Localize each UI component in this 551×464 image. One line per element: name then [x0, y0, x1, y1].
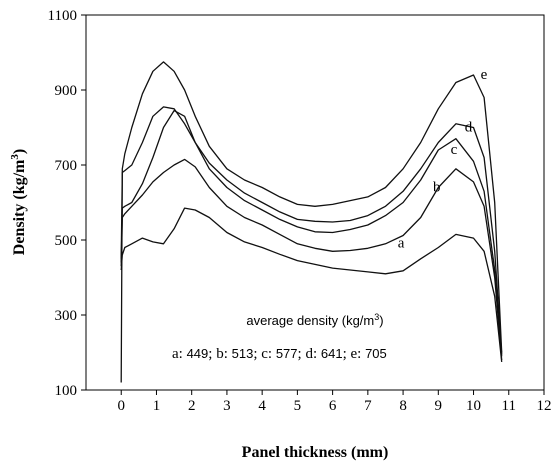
- annotation-separator: ;: [298, 346, 302, 362]
- x-axis-label: Panel thickness (mm): [242, 444, 389, 461]
- annotation-key: e:: [347, 346, 365, 362]
- annotation-value: 513: [232, 346, 254, 361]
- annotation-value: 449: [187, 346, 209, 361]
- y-tick-label: 300: [55, 308, 78, 324]
- y-axis-label-main: Density (kg/m: [11, 159, 28, 255]
- series-line-b: [120, 158, 503, 361]
- series-label-b: b: [433, 179, 441, 195]
- series-label-e: e: [481, 67, 488, 83]
- series-labels: a b cd e: [398, 67, 488, 252]
- x-tick-label: 9: [435, 398, 443, 414]
- annotation-values: a: 449; b: 513; c: 577; d: 641; e: 705: [172, 346, 387, 362]
- x-tick-label: 1: [153, 398, 161, 414]
- x-tick-label: 5: [294, 398, 302, 414]
- annotation-key: a:: [172, 346, 187, 362]
- series-line-e: [120, 61, 503, 383]
- x-tick-label: 10: [466, 398, 481, 414]
- x-tick-label: 4: [258, 398, 266, 414]
- series-label-c: c: [451, 142, 458, 158]
- annotation-separator: ;: [253, 346, 257, 362]
- x-tick-label: 0: [117, 398, 125, 414]
- y-axis-label: Density (kg/m3): [9, 149, 28, 255]
- y-axis-ticks: 100 300 500 700 900 1100: [48, 8, 86, 399]
- y-tick-label: 1100: [48, 8, 77, 24]
- series-line-d: [120, 106, 503, 355]
- annotation-title: average density (kg/m3): [246, 312, 383, 328]
- x-tick-label: 6: [329, 398, 337, 414]
- x-tick-label: 2: [188, 398, 196, 414]
- y-axis-label-end: ): [11, 149, 28, 154]
- y-tick-label: 900: [55, 83, 78, 99]
- annotation-key: b:: [212, 346, 231, 362]
- x-tick-label: 8: [399, 398, 407, 414]
- annotation-separator: ;: [343, 346, 347, 362]
- y-tick-label: 500: [55, 233, 78, 249]
- annotation-separator: ;: [208, 346, 212, 362]
- y-axis-label-sup: 3: [9, 154, 21, 160]
- annotation-value: 577: [276, 346, 298, 361]
- x-axis-ticks: 0 1 2 3 4 5 6 7 8 9 10 11 12: [117, 390, 551, 414]
- series-group: [120, 61, 503, 383]
- x-tick-label: 11: [502, 398, 516, 414]
- y-tick-label: 700: [55, 158, 78, 174]
- annotation-key: c:: [258, 346, 276, 362]
- series-line-c: [120, 109, 503, 357]
- series-label-a: a: [398, 236, 405, 252]
- x-tick-label: 12: [537, 398, 551, 414]
- annotation-value: 641: [321, 346, 343, 361]
- plot-frame: [85, 14, 545, 391]
- series-label-d: d: [465, 119, 473, 135]
- annotation-value: 705: [365, 346, 387, 361]
- annotation-key: d:: [302, 346, 321, 362]
- y-tick-label: 100: [55, 383, 78, 399]
- annotation-title-main: average density (kg/m: [246, 313, 374, 328]
- annotation-title-sup: 3: [374, 312, 379, 322]
- annotation-title-end: ): [379, 313, 383, 328]
- series-line-a: [120, 207, 503, 362]
- x-tick-label: 7: [364, 398, 372, 414]
- x-tick-label: 3: [223, 398, 231, 414]
